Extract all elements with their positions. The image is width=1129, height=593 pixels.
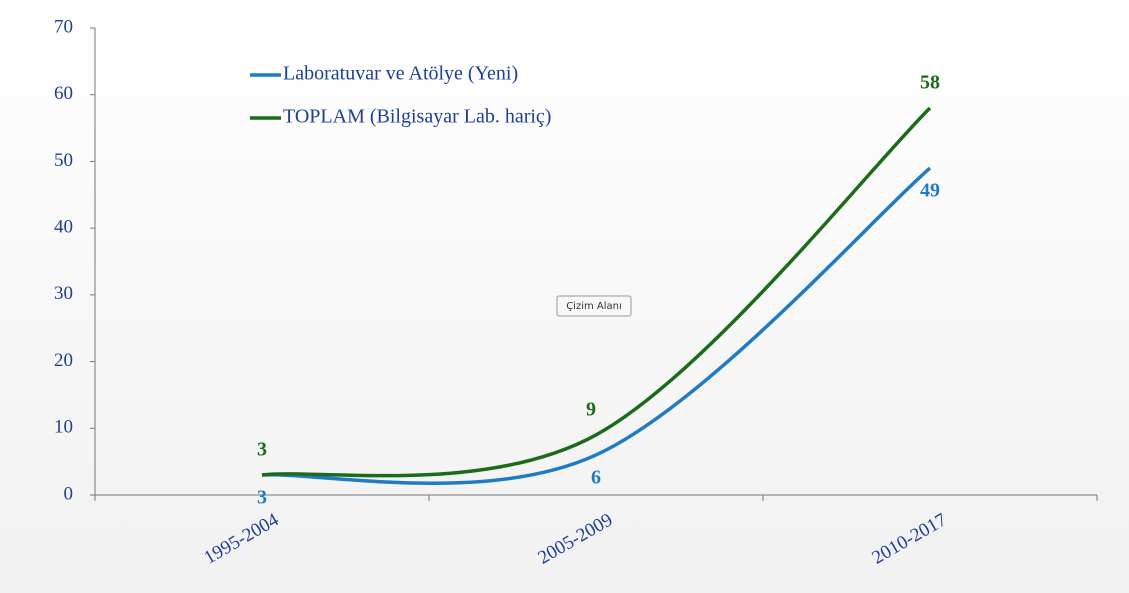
legend-label: Laboratuvar ve Atölye (Yeni) — [283, 63, 518, 85]
y-tick-label: 30 — [54, 283, 73, 304]
data-label: 9 — [586, 399, 596, 421]
series-line — [261, 166, 932, 486]
y-tick-label: 40 — [54, 217, 73, 238]
tooltip-box — [556, 295, 632, 317]
y-tick-label: 60 — [54, 83, 73, 104]
data-label: 6 — [591, 467, 601, 489]
data-label: 3 — [257, 439, 267, 461]
y-tick-label: 20 — [54, 350, 73, 371]
legend-label: TOPLAM (Bilgisayar Lab. hariç) — [283, 106, 551, 128]
y-tick-label: 0 — [64, 483, 74, 504]
y-tick-label: 70 — [54, 16, 73, 37]
data-label: 49 — [920, 180, 940, 202]
data-label: 3 — [257, 487, 267, 509]
tooltip: Çizim Alanı — [566, 301, 622, 312]
data-label: 58 — [920, 72, 940, 94]
y-tick-label: 10 — [54, 417, 73, 438]
y-tick-label: 50 — [54, 150, 73, 171]
series-line — [261, 106, 932, 478]
